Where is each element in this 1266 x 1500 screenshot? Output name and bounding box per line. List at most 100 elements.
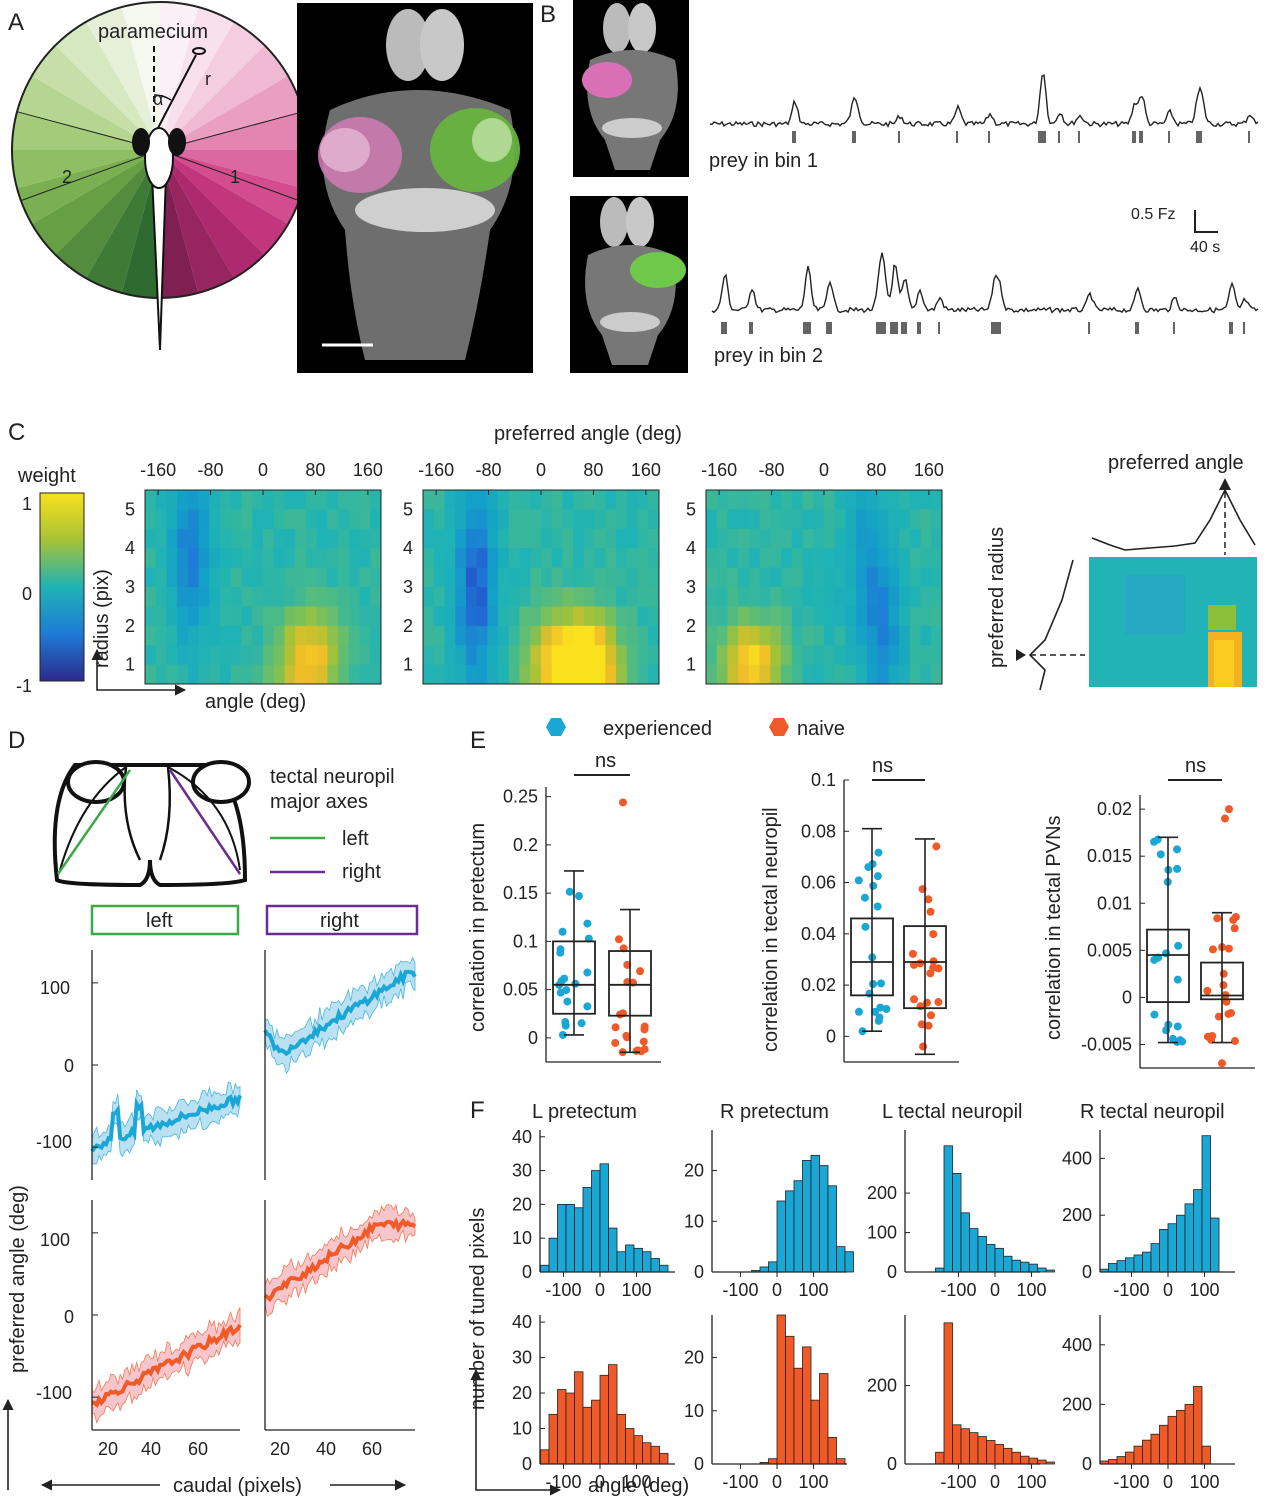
experienced-point: [1168, 1034, 1177, 1043]
heatmap-cell: [770, 625, 782, 646]
heatmap-cell: [551, 548, 563, 569]
heatmap-cell: [856, 490, 868, 510]
heatmap-cell: [626, 664, 639, 685]
heatmap-cell: [316, 587, 328, 607]
heatmap-cell: [508, 606, 521, 627]
heatmap-cell: [230, 548, 243, 569]
f-xtick-label: -100: [1113, 1280, 1149, 1300]
experienced-point: [876, 1003, 885, 1012]
experienced-point: [575, 892, 584, 901]
preferred-angle-vs-caudal-plots: [90, 950, 417, 1431]
heatmap-cell: [648, 567, 660, 588]
heatmap-cell: [706, 548, 718, 569]
hist-bar: [1176, 1214, 1186, 1273]
d-top-ytick-0: 0: [64, 1056, 74, 1076]
heatmap-cell: [920, 548, 932, 569]
heatmap-cell: [444, 606, 456, 627]
f-ytick-label: 40: [512, 1127, 532, 1147]
heatmap-cell: [241, 645, 253, 666]
hist-bar: [1045, 1461, 1055, 1465]
heatmap-cell: [813, 548, 825, 569]
experienced-right-plot: [263, 956, 417, 1075]
naive-point: [926, 969, 935, 978]
heatmap-cell: [637, 567, 649, 588]
experienced-point: [861, 922, 870, 931]
heatmap-cell: [866, 606, 879, 627]
naive-outlier: [1218, 1059, 1226, 1068]
heatmap-cell: [295, 664, 307, 685]
heatmap-cell: [770, 645, 782, 666]
hist-bar: [986, 1243, 996, 1273]
wheel-bin-left-10: [55, 150, 160, 279]
heatmap-cell: [316, 528, 328, 549]
heatmap-cell: [209, 548, 221, 569]
heatmap-cell: [284, 490, 296, 510]
heatmap-cell: [909, 548, 922, 569]
f-xtick-label: 0: [772, 1472, 782, 1492]
heatmap-cell: [316, 606, 328, 627]
heatmap-cell: [455, 587, 467, 607]
colorbar-tick-0: 0: [22, 584, 32, 604]
heatmap-cell: [770, 490, 782, 510]
e-ytick-label: 0.25: [503, 787, 538, 807]
heatmap-cell: [541, 625, 553, 646]
heatmap-cell: [487, 548, 499, 569]
f-xtick-label: 0: [990, 1280, 1000, 1300]
hist-bar: [969, 1228, 979, 1273]
heatmap-cell: [316, 645, 328, 666]
heatmap-cell: [866, 528, 879, 549]
heatmap-cell: [770, 528, 782, 549]
hist-bar: [969, 1432, 979, 1465]
heatmap-cell: [508, 664, 521, 685]
heatmap-cell: [551, 664, 563, 685]
heatmap-cell: [444, 509, 456, 530]
heatmap-cell: [738, 509, 750, 530]
panel-label-c: C: [8, 419, 25, 446]
heatmap-cell: [263, 509, 275, 530]
heatmap-cell: [220, 606, 232, 627]
heatmap-cell: [594, 528, 606, 549]
heatmap-cell: [273, 509, 285, 530]
heatmap-cell: [791, 587, 804, 607]
d-left-xtick-60: 60: [188, 1439, 208, 1459]
heatmap-cell: [327, 645, 339, 666]
heatmap-cell: [519, 528, 531, 549]
brain-tuning-map: [297, 3, 533, 373]
hist-bar: [1142, 1251, 1152, 1273]
heatmap-cell: [530, 606, 542, 627]
heatmap-cell: [813, 509, 825, 530]
heatmap-cell: [541, 548, 553, 569]
experienced-point: [882, 1005, 891, 1014]
d-bottom-ytick-minus100: -100: [36, 1383, 72, 1403]
heatmap-cell: [637, 664, 649, 685]
e-ytick-label: 0.1: [513, 931, 538, 951]
heatmap-cell: [519, 645, 531, 666]
heatmap-cell: [455, 548, 467, 569]
heatmap-cell: [433, 567, 445, 588]
heatmap-cell: [359, 528, 371, 549]
heatmap-cell: [476, 645, 488, 666]
heatmap-cell: [931, 528, 943, 549]
heatmap-cell: [626, 509, 639, 530]
heatmap-cell: [931, 664, 943, 685]
heatmap-cell: [648, 625, 660, 646]
hist-bar: [1193, 1386, 1203, 1465]
heatmap-cell: [727, 548, 739, 569]
heatmap-cell: [706, 625, 718, 646]
heatmap-cell: [508, 490, 521, 510]
heatmap-cell: [791, 664, 804, 685]
heatmap-cell: [508, 567, 521, 588]
heatmap-cell: [594, 567, 606, 588]
angle-bin-wheel: [11, 1, 309, 299]
hist-bar: [836, 1246, 846, 1273]
heatmap-cell: [594, 587, 606, 607]
e-ytick-label: 0.04: [801, 924, 836, 944]
naive-point: [1203, 986, 1212, 995]
naive-point: [1229, 915, 1238, 924]
heatmap-cell: [716, 606, 728, 627]
hist-bar: [557, 1389, 567, 1465]
heatmap-cell: [530, 509, 542, 530]
heatmap-cell: [338, 509, 350, 530]
radius-tick: 4: [686, 538, 696, 558]
